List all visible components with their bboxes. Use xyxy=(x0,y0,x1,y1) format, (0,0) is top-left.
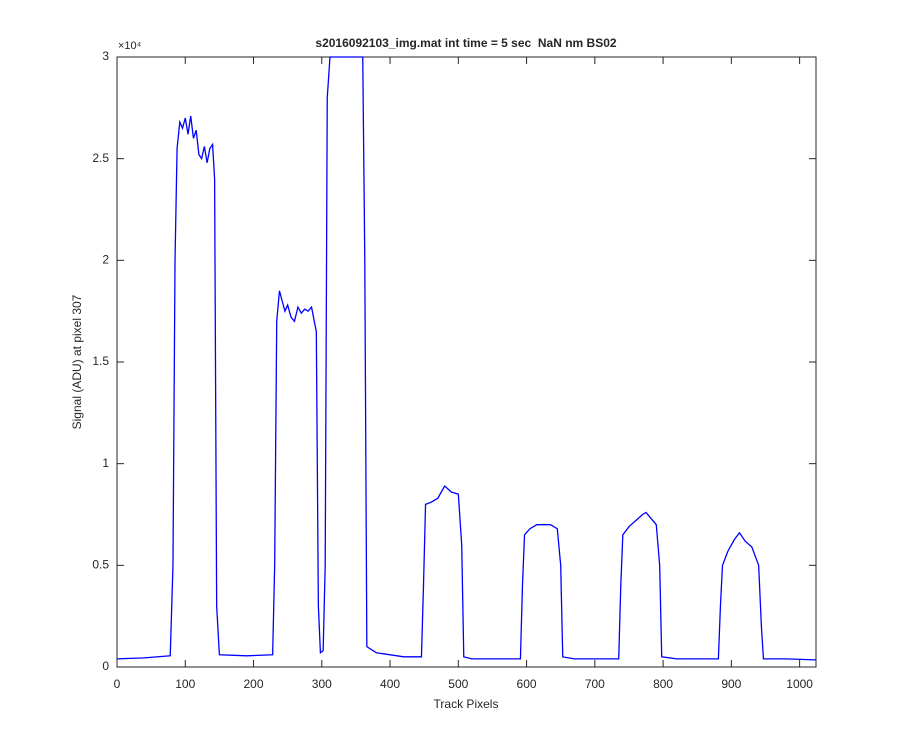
x-tick-label: 300 xyxy=(312,677,332,691)
signal-line xyxy=(116,56,817,661)
y-tick-label: 0.5 xyxy=(92,558,109,572)
y-tick-label: 3 xyxy=(102,49,109,63)
x-tick-label: 400 xyxy=(380,677,400,691)
x-tick-label: 800 xyxy=(653,677,673,691)
x-tick-label: 100 xyxy=(175,677,195,691)
y-tick-label: 2 xyxy=(102,253,109,267)
chart-title: s2016092103_img.mat int time = 5 sec NaN… xyxy=(315,36,616,50)
y-tick-label: 1 xyxy=(102,456,109,470)
x-tick-label: 700 xyxy=(585,677,605,691)
y-tick-label: 0 xyxy=(102,659,109,673)
x-tick-label: 200 xyxy=(244,677,264,691)
y-axis-label: Signal (ADU) at pixel 307 xyxy=(70,294,84,429)
x-tick-label: 500 xyxy=(448,677,468,691)
x-axis-label: Track Pixels xyxy=(434,697,499,711)
x-tick-label: 0 xyxy=(114,677,121,691)
y-tick-label: 2.5 xyxy=(92,151,109,165)
y-tick-label: 1.5 xyxy=(92,354,109,368)
x-tick-label: 600 xyxy=(517,677,537,691)
x-tick-label: 900 xyxy=(721,677,741,691)
y-exponent-label: ×10⁴ xyxy=(118,40,142,52)
x-tick-label: 1000 xyxy=(786,677,813,691)
plot-box xyxy=(116,56,817,668)
